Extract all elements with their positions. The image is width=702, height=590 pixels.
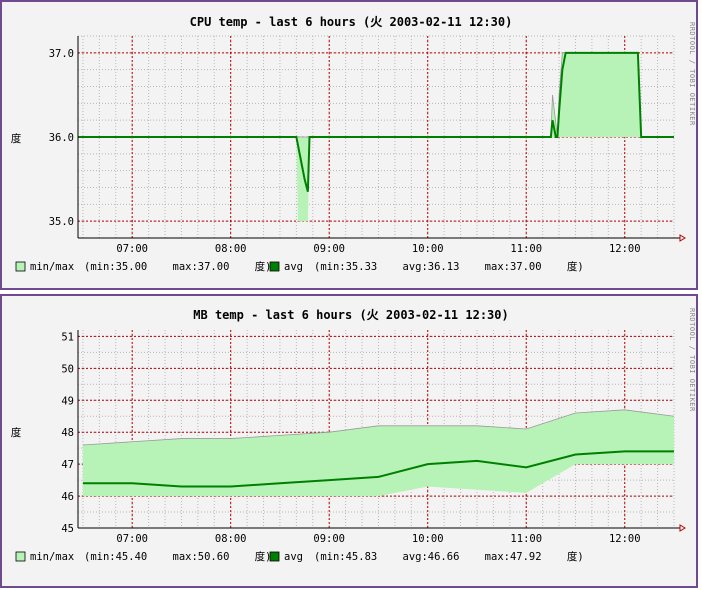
axes: 07:00 08:00 09:00 10:00 11:00 12:00 45 46 47 48 49…: [61, 330, 686, 545]
y-tick-label: 49: [61, 395, 74, 407]
y-axis-label: 度: [11, 426, 22, 439]
legend-avg-stats: (min:45.83 avg:46.66 max:47.92 度): [314, 550, 584, 563]
x-tick-label: 10:00: [412, 243, 444, 255]
chart-title: MB temp - last 6 hours (火 2003-02-11 12:…: [193, 308, 508, 322]
plot-area: [78, 51, 674, 222]
y-axis-label: 度: [11, 132, 22, 145]
x-tick-label: 07:00: [116, 243, 148, 255]
x-tick-label: 07:00: [116, 533, 148, 545]
legend-minmax-label: min/max: [30, 261, 74, 273]
y-tick-label: 47: [61, 459, 74, 471]
y-tick-label: 51: [61, 331, 74, 343]
cpu-temp-chart: CPU temp - last 6 hours (火 2003-02-11 12…: [11, 15, 696, 273]
series-avg-line: [78, 51, 674, 192]
rrdtool-credit: RRDTOOL / TOBI OETIKER: [688, 308, 696, 412]
y-tick-label: 35.0: [49, 216, 74, 228]
chart-title: CPU temp - last 6 hours (火 2003-02-11 12…: [190, 15, 513, 29]
legend-swatch-avg: [269, 261, 280, 272]
x-tick-label: 08:00: [215, 243, 247, 255]
legend-swatch-avg: [269, 551, 280, 562]
x-axis-arrow: [679, 234, 686, 242]
legend-minmax-stats: (min:35.00 max:37.00 度): [84, 260, 272, 273]
x-tick-label: 12:00: [609, 243, 641, 255]
y-tick-label: 48: [61, 427, 74, 439]
y-tick-label: 45: [61, 523, 74, 535]
y-tick-label: 50: [61, 363, 74, 375]
series-avg-line: [82, 450, 674, 488]
x-axis-arrow: [679, 524, 686, 532]
legend-swatch-minmax: [15, 261, 26, 272]
x-tick-label: 08:00: [215, 533, 247, 545]
x-tick-label: 09:00: [313, 243, 345, 255]
legend: min/max (min:35.00 max:37.00 度) avg (min…: [15, 260, 584, 273]
x-tick-label: 11:00: [510, 243, 542, 255]
y-tick-label: 36.0: [49, 132, 74, 144]
series-max-line: [82, 409, 675, 446]
legend-minmax-stats: (min:45.40 max:50.60 度): [84, 550, 272, 563]
legend-swatch-minmax: [15, 551, 26, 562]
legend-avg-stats: (min:35.33 avg:36.13 max:37.00 度): [314, 260, 584, 273]
rrdtool-credit: RRDTOOL / TOBI OETIKER: [688, 22, 696, 126]
legend-avg-label: avg: [284, 551, 303, 563]
x-tick-label: 09:00: [313, 533, 345, 545]
axes: 07:00 08:00 09:00 10:00 11:00 12:00 35.0 36.0 37…: [49, 36, 686, 255]
legend-avg-label: avg: [284, 261, 303, 273]
mb-temp-chart: MB temp - last 6 hours (火 2003-02-11 12:…: [11, 308, 696, 563]
x-tick-label: 10:00: [412, 533, 444, 545]
mb-temp-panel: MB temp - last 6 hours (火 2003-02-11 12:…: [0, 294, 698, 588]
legend: min/max (min:45.40 max:50.60 度) avg (min…: [15, 550, 584, 563]
cpu-temp-panel: CPU temp - last 6 hours (火 2003-02-11 12…: [0, 0, 698, 290]
series-minmax-band: [82, 409, 674, 497]
plot-area: [82, 409, 675, 497]
legend-minmax-label: min/max: [30, 551, 74, 563]
x-tick-label: 11:00: [510, 533, 542, 545]
x-tick-label: 12:00: [609, 533, 641, 545]
y-tick-label: 37.0: [49, 48, 74, 60]
y-tick-label: 46: [61, 491, 74, 503]
